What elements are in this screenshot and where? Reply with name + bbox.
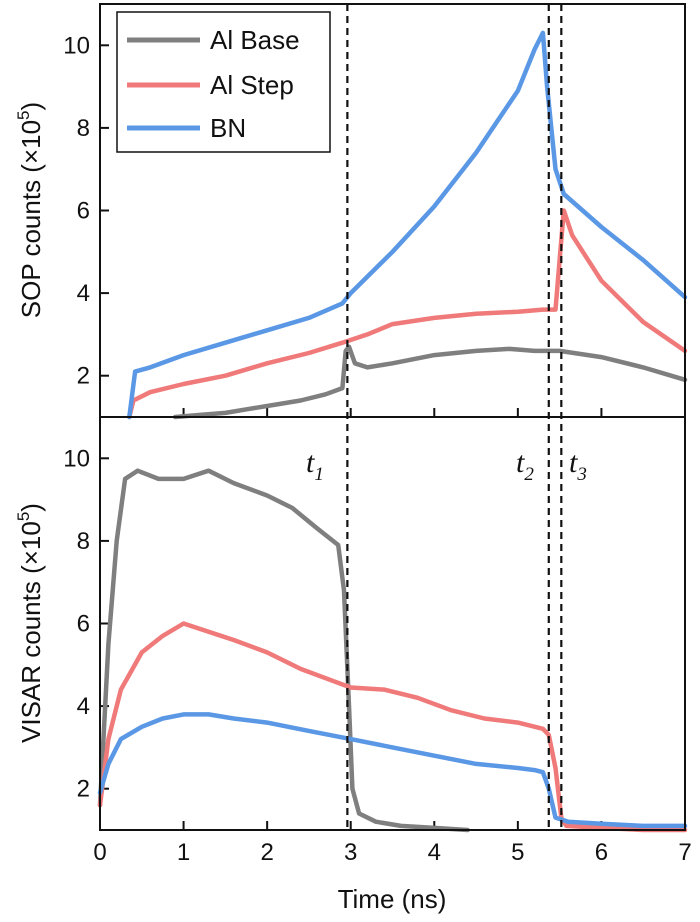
sop-series-al-base <box>172 344 688 420</box>
x-tick-label: 7 <box>678 839 691 866</box>
x-tick-label: 4 <box>428 839 441 866</box>
ticks: 2 4 6 8 10 2 4 6 8 10 0 1 2 3 4 5 6 7 <box>63 32 691 866</box>
legend: Al Base Al Step BN <box>116 11 331 153</box>
sop-series-al-step <box>127 208 688 420</box>
visar-series-al-step <box>97 621 688 833</box>
legend-label-al-base: Al Base <box>210 25 300 55</box>
visar-y-axis-title-main: VISAR counts (×10 <box>16 521 46 743</box>
x-tick-label: 2 <box>260 839 273 866</box>
visar-y-axis-title-exp: 5 <box>14 512 33 521</box>
sop-y-tick-label: 2 <box>77 363 90 390</box>
sop-y-tick-label: 4 <box>77 280 90 307</box>
visar-y-tick-label: 8 <box>77 528 90 555</box>
marker-label-t2: t2 <box>516 446 534 485</box>
legend-label-bn: BN <box>210 113 246 143</box>
x-tick-label: 1 <box>177 839 190 866</box>
marker-label-t2-sub: 2 <box>524 464 534 485</box>
visar-y-axis-title-close: ) <box>16 503 46 512</box>
sop-y-axis-title-main: SOP counts (×10 <box>16 120 46 318</box>
legend-label-al-step: Al Step <box>210 70 294 100</box>
marker-label-t1-sub: 1 <box>314 464 324 485</box>
sop-y-axis-title: SOP counts (×105) <box>14 102 46 318</box>
visar-y-tick-label: 4 <box>77 693 90 720</box>
visar-panel-frame <box>99 416 686 831</box>
marker-label-t3-sub: 3 <box>576 464 587 485</box>
visar-y-tick-label: 10 <box>63 445 90 472</box>
x-tick-label: 6 <box>595 839 608 866</box>
visar-series-al-base <box>97 468 470 833</box>
x-tick-label: 5 <box>511 839 524 866</box>
visar-y-tick-label: 2 <box>77 776 90 803</box>
x-axis-title: Time (ns) <box>338 884 447 914</box>
sop-y-tick-label: 6 <box>77 198 90 225</box>
visar-y-tick-label: 6 <box>77 611 90 638</box>
marker-label-t1: t1 <box>306 446 324 485</box>
x-tick-label: 0 <box>93 839 106 866</box>
marker-label-t1-name: t <box>306 446 315 479</box>
x-tick-label: 3 <box>344 839 357 866</box>
marker-label-t3: t3 <box>569 446 587 485</box>
sop-y-tick-label: 8 <box>77 115 90 142</box>
sop-y-axis-title-close: ) <box>16 102 46 111</box>
visar-series-bn <box>97 712 688 829</box>
marker-label-t3-name: t <box>569 446 578 479</box>
visar-y-axis-title: VISAR counts (×105) <box>14 503 46 743</box>
sop-y-tick-label: 10 <box>63 32 90 59</box>
marker-label-t2-name: t <box>516 446 525 479</box>
sop-y-axis-title-exp: 5 <box>14 110 33 119</box>
